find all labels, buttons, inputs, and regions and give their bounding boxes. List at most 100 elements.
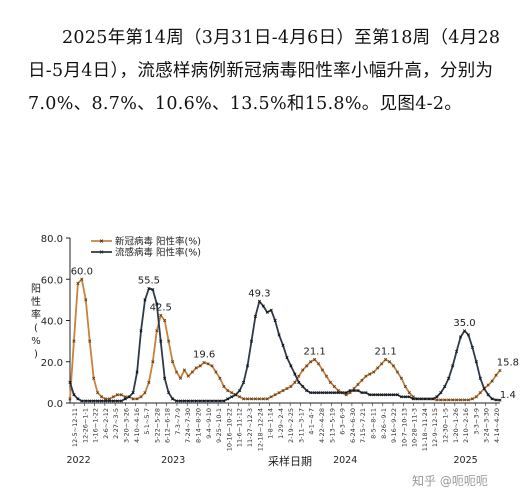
series-lines xyxy=(68,277,502,403)
flu-point xyxy=(84,399,88,403)
flu-point xyxy=(202,399,206,403)
x-tick-label: 4-1~4-7 xyxy=(308,408,316,435)
covid-point xyxy=(380,362,384,366)
covid-point xyxy=(167,339,171,343)
covid-point xyxy=(99,395,104,399)
flu-point xyxy=(99,399,104,403)
data-label: 60.0 xyxy=(71,266,93,277)
x-tick-label: 12-30~1-5 xyxy=(442,408,450,443)
flu-point xyxy=(384,393,388,397)
flu-point xyxy=(174,399,179,403)
covid-point xyxy=(285,386,289,391)
x-tick-label: 10-28~11-3 xyxy=(411,408,419,447)
covid-point xyxy=(261,397,265,401)
flu-point xyxy=(419,397,423,401)
covid-point xyxy=(301,368,305,372)
x-tick-label: 10-7~10-13 xyxy=(400,408,408,447)
covid-point xyxy=(182,368,186,372)
flu-point xyxy=(186,399,190,403)
flu-point xyxy=(332,391,336,395)
flu-point xyxy=(411,397,415,401)
covid-point xyxy=(455,398,459,402)
flu-point xyxy=(352,389,356,393)
x-tick-label: 7-15~7-21 xyxy=(359,408,367,443)
year-label: 2025 xyxy=(454,455,478,466)
flu-point xyxy=(380,393,384,397)
flu-point xyxy=(249,339,254,343)
covid-point xyxy=(115,393,119,397)
covid-point xyxy=(360,378,364,382)
legend-marker xyxy=(99,239,104,243)
flu-point xyxy=(123,397,127,401)
flu-point xyxy=(340,391,344,395)
covid-point xyxy=(226,389,230,393)
flu-point xyxy=(395,393,400,397)
flu-point xyxy=(151,287,155,292)
covid-point xyxy=(163,318,167,323)
flu-point xyxy=(68,380,72,384)
data-label: 21.1 xyxy=(303,346,325,357)
x-tick-label: 2-6~2-12 xyxy=(102,408,110,439)
x-tick-label: 12-26~1-1 xyxy=(81,408,89,443)
covid-point xyxy=(305,364,309,368)
legend: 新冠病毒 阳性率(%)流感病毒 阳性率(%) xyxy=(91,236,201,259)
x-tick-label: 9-16~9-22 xyxy=(390,408,398,443)
covid-point xyxy=(143,391,147,395)
data-label: 55.5 xyxy=(138,276,160,287)
flu-point xyxy=(135,370,139,374)
covid-point xyxy=(297,374,301,378)
covid-point xyxy=(218,376,222,380)
flu-point xyxy=(131,391,135,395)
covid-point xyxy=(92,376,96,380)
flu-point xyxy=(301,384,305,389)
covid-point xyxy=(245,397,250,401)
flu-point xyxy=(163,376,167,380)
x-tick-label: 12-18~12-24 xyxy=(256,408,264,451)
x-tick-label: 3-3~3-9 xyxy=(472,408,480,435)
x-tick-label: 9-4~9-10 xyxy=(205,408,213,439)
flu-point xyxy=(372,393,376,397)
flu-point xyxy=(182,399,186,403)
covid-point xyxy=(68,397,72,401)
flu-point xyxy=(119,399,123,403)
covid-point xyxy=(178,376,183,380)
flu-point xyxy=(494,398,498,402)
flu-point xyxy=(261,304,265,308)
legend-entry: 流感病毒 阳性率(%) xyxy=(115,247,201,259)
covid-point xyxy=(320,368,325,372)
flu-point xyxy=(490,397,494,401)
covid-point xyxy=(155,329,159,333)
x-tick-label: 1-16~1-22 xyxy=(92,408,100,443)
covid-point xyxy=(170,360,175,364)
flu-point xyxy=(482,386,486,391)
covid-point xyxy=(190,370,194,374)
covid-point xyxy=(222,384,226,389)
x-tick-label: 3-24~3-30 xyxy=(483,408,491,443)
covid-point xyxy=(198,364,202,368)
x-tick-label: 11-27~12-3 xyxy=(246,408,254,447)
watermark-text: 知乎 @呃呃呃 xyxy=(412,474,488,488)
covid-point xyxy=(399,376,403,380)
x-tick-labels: 12-5~12-11 12-26~1-1 1-16~1-22 2-6~2-12 2-27… xyxy=(67,403,501,466)
year-label: 2024 xyxy=(333,455,357,466)
flu-point xyxy=(285,356,289,360)
data-labels: 60.0 55.5 42.5 19.6 49.3 21.1 21.1 35.0 15.8 1.4 xyxy=(71,266,519,401)
x-tick-label: 7-3~7-9 xyxy=(174,408,182,435)
flu-point xyxy=(170,397,175,401)
covid-point xyxy=(313,357,317,362)
covid-point xyxy=(159,313,163,317)
flu-point xyxy=(348,389,352,393)
flu-point xyxy=(474,360,478,364)
covid-point xyxy=(395,370,400,374)
covid-point xyxy=(135,397,139,401)
flu-point xyxy=(316,391,321,395)
covid-point xyxy=(194,366,198,370)
flu-point xyxy=(447,376,451,380)
covid-point xyxy=(230,391,234,395)
covid-point xyxy=(309,360,313,364)
covid-point xyxy=(293,380,297,384)
flu-point xyxy=(387,393,392,397)
flu-point xyxy=(309,391,313,395)
covid-point xyxy=(391,364,396,368)
x-tick-label: 8-26~9-1 xyxy=(380,408,388,439)
